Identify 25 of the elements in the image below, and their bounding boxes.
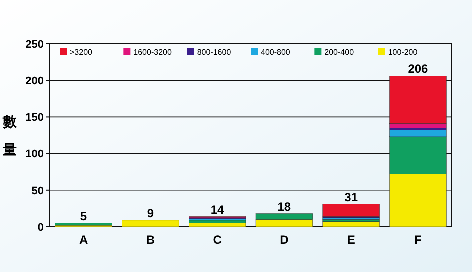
total-label: 5: [80, 209, 88, 224]
total-label: 18: [278, 200, 292, 214]
y-axis-title: 數量: [2, 114, 18, 158]
y-tick-label: 0: [38, 222, 44, 234]
x-tick-label: C: [213, 233, 222, 247]
x-tick-label: A: [79, 233, 88, 247]
y-tick-label: 100: [26, 148, 44, 161]
y-tick-label: 150: [26, 112, 44, 124]
y-tick-label: 50: [32, 185, 44, 198]
y-tick-label: 200: [26, 75, 44, 88]
x-tick-label: D: [280, 233, 290, 247]
total-label: 206: [408, 62, 429, 76]
legend-label: 200-400: [324, 48, 355, 57]
total-label: 31: [344, 190, 358, 204]
y-tick-label: 250: [26, 38, 44, 51]
legend-label: 800-1600: [197, 48, 232, 57]
x-tick-label: B: [146, 233, 156, 247]
x-tick-label: F: [414, 233, 422, 247]
legend-label: >3200: [70, 48, 94, 57]
total-label: 9: [147, 206, 154, 220]
x-tick-label: E: [347, 233, 356, 247]
total-label: 14: [210, 202, 225, 217]
legend-label: 1600-3200: [134, 48, 172, 57]
legend-label: 400-800: [261, 48, 291, 57]
legend-label: 100-200: [388, 48, 418, 57]
